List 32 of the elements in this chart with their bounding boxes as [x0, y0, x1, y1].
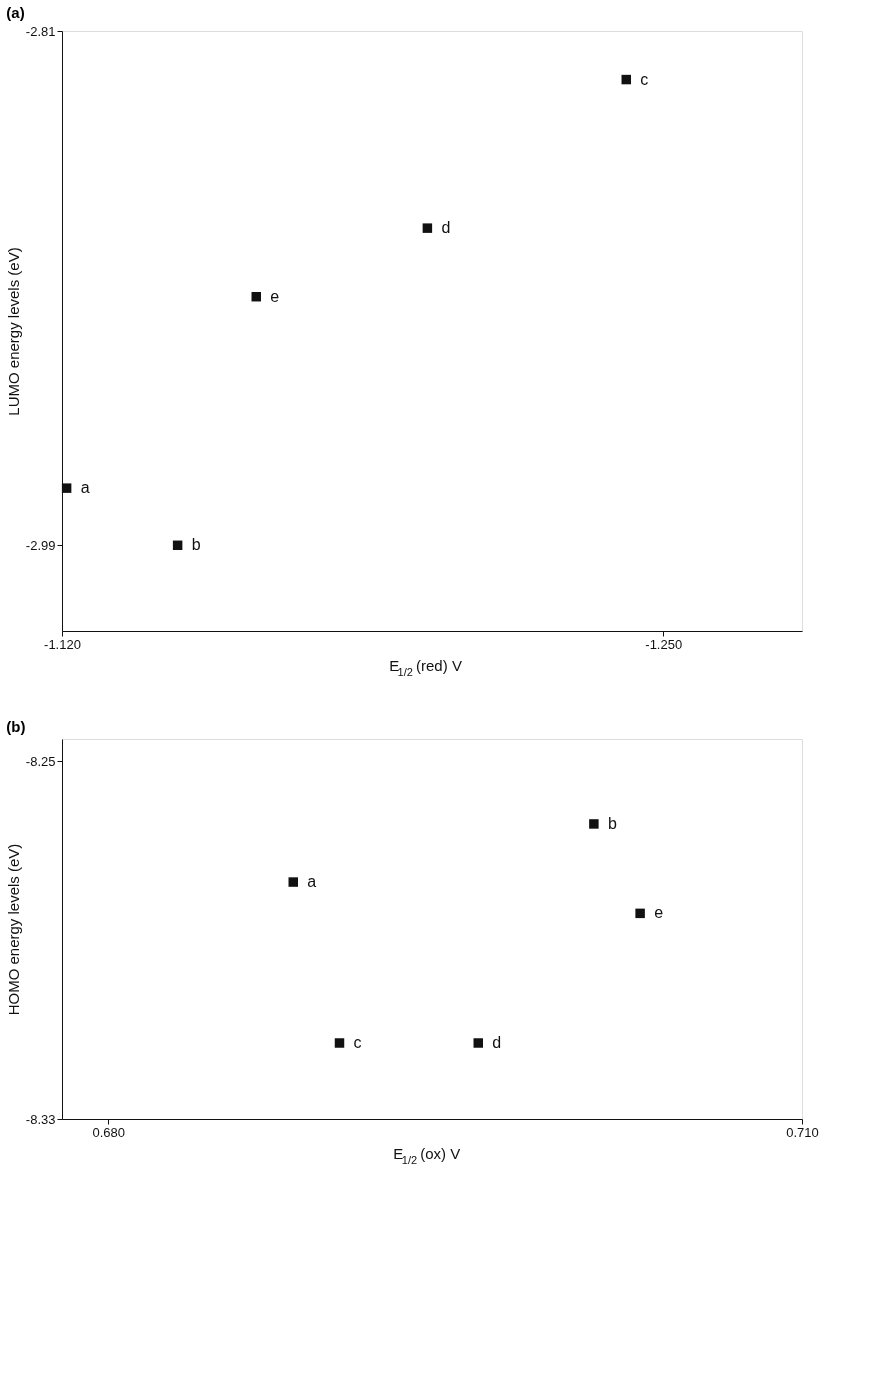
annotation: c — [640, 70, 649, 88]
annotation: d — [492, 1034, 502, 1051]
x-tick-label: -1.120 — [44, 636, 81, 652]
y-axis-title: LUMO energy levels (eV) — [4, 247, 22, 416]
x-tick-label: 0.680 — [92, 1124, 126, 1140]
point — [635, 908, 645, 919]
y-tick-label: -8.25 — [25, 753, 56, 769]
annotation: a — [80, 479, 90, 497]
point — [251, 291, 261, 302]
point — [621, 74, 631, 85]
y-tick-label: -8.33 — [25, 1111, 56, 1127]
point — [288, 877, 298, 887]
annotation: b — [191, 536, 201, 554]
chart-title: (a) — [6, 4, 25, 21]
annotation: b — [607, 814, 617, 832]
x-tick-label: -1.250 — [645, 636, 683, 652]
annotation: d — [441, 219, 451, 237]
chart-title: (b) — [6, 718, 26, 735]
point — [589, 819, 599, 829]
y-tick-label: -2.99 — [25, 537, 56, 553]
y-tick-label: -2.81 — [25, 23, 56, 39]
point — [334, 1038, 345, 1048]
annotation: c — [353, 1034, 362, 1051]
x-tick-label: 0.710 — [786, 1124, 819, 1140]
annotation: a — [307, 873, 317, 891]
annotation: e — [270, 287, 280, 305]
point — [473, 1038, 483, 1048]
y-axis-title: HOMO energy levels (eV) — [4, 843, 22, 1016]
point — [172, 540, 183, 551]
point — [422, 223, 433, 233]
annotation: e — [654, 904, 664, 922]
point — [61, 483, 72, 493]
